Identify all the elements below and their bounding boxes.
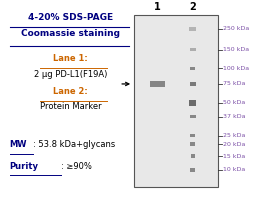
Text: : ≥90%: : ≥90% xyxy=(61,162,92,171)
Text: Purity: Purity xyxy=(10,162,39,171)
Bar xyxy=(190,115,196,118)
Bar xyxy=(189,27,196,31)
Text: 37 kDa: 37 kDa xyxy=(223,114,246,119)
Text: 25 kDa: 25 kDa xyxy=(223,133,246,138)
Bar xyxy=(190,67,195,70)
Text: 2 μg PD-L1(F19A): 2 μg PD-L1(F19A) xyxy=(34,69,108,79)
Text: 4-20% SDS-PAGE: 4-20% SDS-PAGE xyxy=(28,13,113,22)
Text: Lane 1:: Lane 1: xyxy=(53,54,88,63)
Bar xyxy=(191,154,195,158)
Bar xyxy=(134,15,218,187)
Text: 50 kDa: 50 kDa xyxy=(223,100,245,105)
Text: Protein Marker: Protein Marker xyxy=(40,103,102,111)
Text: MW: MW xyxy=(10,140,27,149)
Text: 15 kDa: 15 kDa xyxy=(223,154,245,159)
Bar xyxy=(190,134,195,137)
Bar xyxy=(189,100,196,106)
Text: : 53.8 kDa+glycans: : 53.8 kDa+glycans xyxy=(33,140,116,149)
Bar xyxy=(190,82,196,86)
Text: 250 kDa: 250 kDa xyxy=(223,26,249,31)
Bar xyxy=(150,81,165,87)
Bar xyxy=(190,142,195,146)
Text: 75 kDa: 75 kDa xyxy=(223,81,246,87)
Text: Coomassie staining: Coomassie staining xyxy=(21,29,120,38)
Text: 100 kDa: 100 kDa xyxy=(223,66,249,71)
Text: 2: 2 xyxy=(189,2,196,12)
Text: Lane 2:: Lane 2: xyxy=(53,87,88,96)
Bar xyxy=(190,168,195,172)
Text: 10 kDa: 10 kDa xyxy=(223,168,245,172)
Bar xyxy=(190,48,196,51)
Text: 1: 1 xyxy=(154,2,161,12)
Text: 20 kDa: 20 kDa xyxy=(223,142,246,147)
Text: 150 kDa: 150 kDa xyxy=(223,47,249,52)
